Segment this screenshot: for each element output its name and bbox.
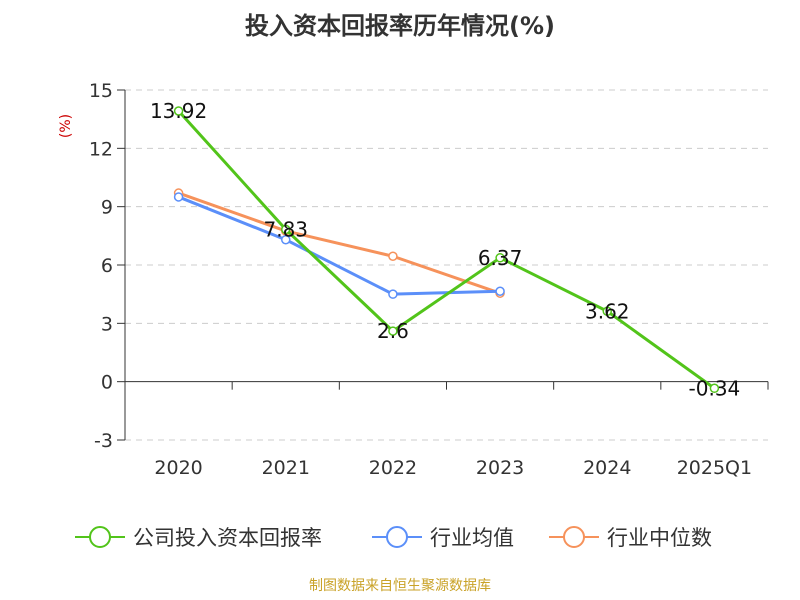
x-tick-label: 2020 [154, 457, 202, 479]
data-label: 13.92 [150, 99, 207, 123]
data-label: 3.62 [585, 299, 630, 323]
data-point [281, 234, 291, 245]
chart-title: 投入资本回报率历年情况(%) [245, 12, 555, 40]
y-tick-label: 0 [101, 372, 113, 394]
x-tick-label: 2021 [262, 457, 310, 479]
legend-swatch-marker [386, 526, 408, 548]
series-line-0 [177, 109, 716, 390]
y-tick-label: 9 [101, 197, 113, 219]
series-line-2 [178, 191, 501, 295]
legend-swatch-marker [563, 526, 585, 548]
data-point [388, 289, 398, 299]
x-tick-label: 2025Q1 [677, 457, 752, 479]
x-tick-label: 2022 [369, 457, 417, 479]
x-tick-label: 2023 [476, 457, 524, 479]
data-point [495, 253, 505, 263]
data-label: -0.34 [689, 376, 741, 400]
y-tick-label: 6 [101, 255, 113, 277]
data-point [281, 224, 291, 235]
y-tick-label: 15 [89, 80, 113, 102]
x-tick-label: 2024 [583, 457, 631, 479]
y-axis-label: (%) [58, 114, 74, 138]
data-point [495, 286, 505, 296]
data-point [602, 306, 612, 317]
legend-label: 行业中位数 [607, 526, 712, 550]
y-tick-label: 12 [89, 138, 113, 160]
data-point [173, 106, 184, 116]
data-point [388, 326, 398, 336]
legend-label: 行业均值 [430, 526, 514, 550]
data-point [173, 192, 184, 202]
data-label: 7.83 [263, 217, 308, 241]
y-tick-label: 3 [101, 313, 113, 335]
data-point [388, 251, 398, 261]
data-label: 6.37 [478, 246, 523, 270]
source-note: 制图数据来自恒生聚源数据库 [309, 578, 491, 594]
data-point [709, 383, 720, 394]
legend-label: 公司投入资本回报率 [133, 526, 322, 550]
data-label: 2.6 [377, 319, 409, 343]
y-tick-label: -3 [94, 430, 113, 452]
legend-swatch-marker [89, 526, 111, 548]
